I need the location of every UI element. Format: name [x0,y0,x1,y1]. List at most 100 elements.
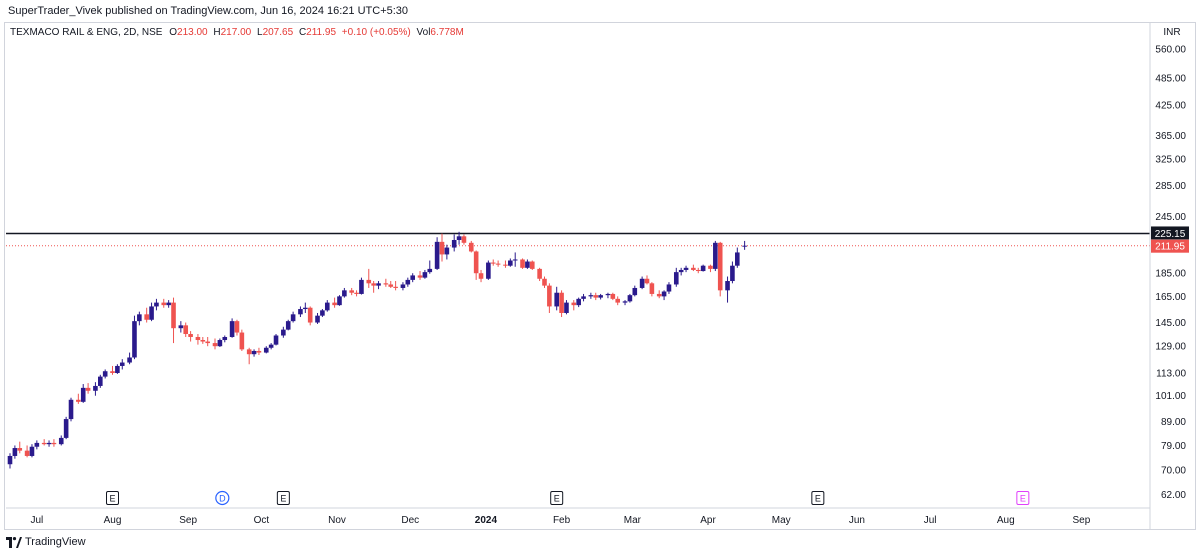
candle[interactable] [598,293,603,300]
dividend-event-marker[interactable] [215,490,230,506]
candle[interactable] [195,334,201,345]
candle[interactable] [427,260,433,274]
candle[interactable] [439,233,445,262]
candle[interactable] [678,267,684,276]
candle[interactable] [41,439,47,446]
candle[interactable] [512,252,518,267]
candle[interactable] [456,231,462,245]
candle[interactable] [7,453,13,469]
candle[interactable] [251,349,257,357]
candle[interactable] [17,441,23,454]
candle[interactable] [451,234,457,252]
candle[interactable] [576,297,581,308]
candle[interactable] [542,276,547,288]
tradingview-brand[interactable]: TradingView [25,536,86,548]
candle[interactable] [605,292,611,299]
candle[interactable] [119,359,125,370]
candle[interactable] [154,298,159,311]
candle[interactable] [24,445,30,458]
candle[interactable] [273,334,279,346]
candle[interactable] [559,290,564,318]
candle[interactable] [188,331,193,342]
candle[interactable] [102,369,108,379]
candle[interactable] [478,269,484,283]
candle[interactable] [149,302,154,322]
candle[interactable] [303,302,308,313]
candle[interactable] [63,416,69,440]
candle[interactable] [171,297,176,344]
candle[interactable] [661,290,667,301]
candle[interactable] [717,241,723,297]
candle[interactable] [246,347,252,365]
candle[interactable] [137,311,142,326]
candle[interactable] [256,347,262,356]
candle[interactable] [58,435,64,446]
candle[interactable] [639,276,645,290]
tradingview-logo-icon[interactable] [6,537,22,548]
candle[interactable] [320,309,325,318]
candle[interactable] [388,281,394,288]
candle[interactable] [68,397,74,422]
candle[interactable] [554,286,559,311]
candle[interactable] [85,383,91,394]
candle[interactable] [342,287,347,298]
candle[interactable] [444,244,450,260]
candle[interactable] [410,273,415,283]
candle[interactable] [656,290,662,299]
candle[interactable] [486,260,491,280]
candle[interactable] [281,326,286,338]
candle[interactable] [468,240,474,253]
candle[interactable] [400,282,406,291]
earnings-event-marker[interactable] [1016,491,1030,505]
candle[interactable] [537,267,542,282]
candle[interactable] [298,306,303,318]
candle[interactable] [359,277,364,295]
candle[interactable] [354,290,359,297]
candle[interactable] [29,444,35,458]
candle[interactable] [691,264,696,272]
candle[interactable] [371,281,376,293]
candle[interactable] [525,259,530,269]
candle[interactable] [307,306,313,326]
candle[interactable] [376,281,381,290]
candle[interactable] [495,260,501,267]
candle[interactable] [212,338,218,350]
candle[interactable] [366,268,372,288]
candle[interactable] [713,240,718,272]
candle[interactable] [110,365,115,375]
candle[interactable] [337,295,342,306]
candle[interactable] [315,312,320,324]
candle[interactable] [503,260,508,268]
candle[interactable] [127,352,132,365]
candle[interactable] [644,275,650,285]
candle[interactable] [730,261,735,284]
candle[interactable] [161,298,167,308]
earnings-event-marker[interactable] [550,491,564,505]
candle[interactable] [632,285,638,297]
candle[interactable] [76,393,81,404]
candle[interactable] [98,374,103,388]
candle[interactable] [80,384,86,403]
candle[interactable] [290,311,296,323]
earnings-event-marker[interactable] [276,491,290,505]
candle[interactable] [285,319,291,331]
candle[interactable] [695,267,701,274]
candle[interactable] [166,300,171,308]
candle[interactable] [178,321,184,333]
candle[interactable] [239,329,245,351]
candle[interactable] [229,318,235,338]
candle[interactable] [234,319,240,336]
candle[interactable] [324,300,330,312]
candle[interactable] [708,264,713,273]
candle[interactable] [93,382,98,396]
candle[interactable] [461,234,467,245]
candle[interactable] [115,364,120,374]
candle[interactable] [735,247,740,268]
candle[interactable] [12,445,18,459]
candle[interactable] [422,269,428,279]
candle[interactable] [490,259,496,266]
candle[interactable] [529,260,535,270]
candle[interactable] [200,336,206,344]
candle[interactable] [666,282,672,294]
candle[interactable] [132,315,137,360]
